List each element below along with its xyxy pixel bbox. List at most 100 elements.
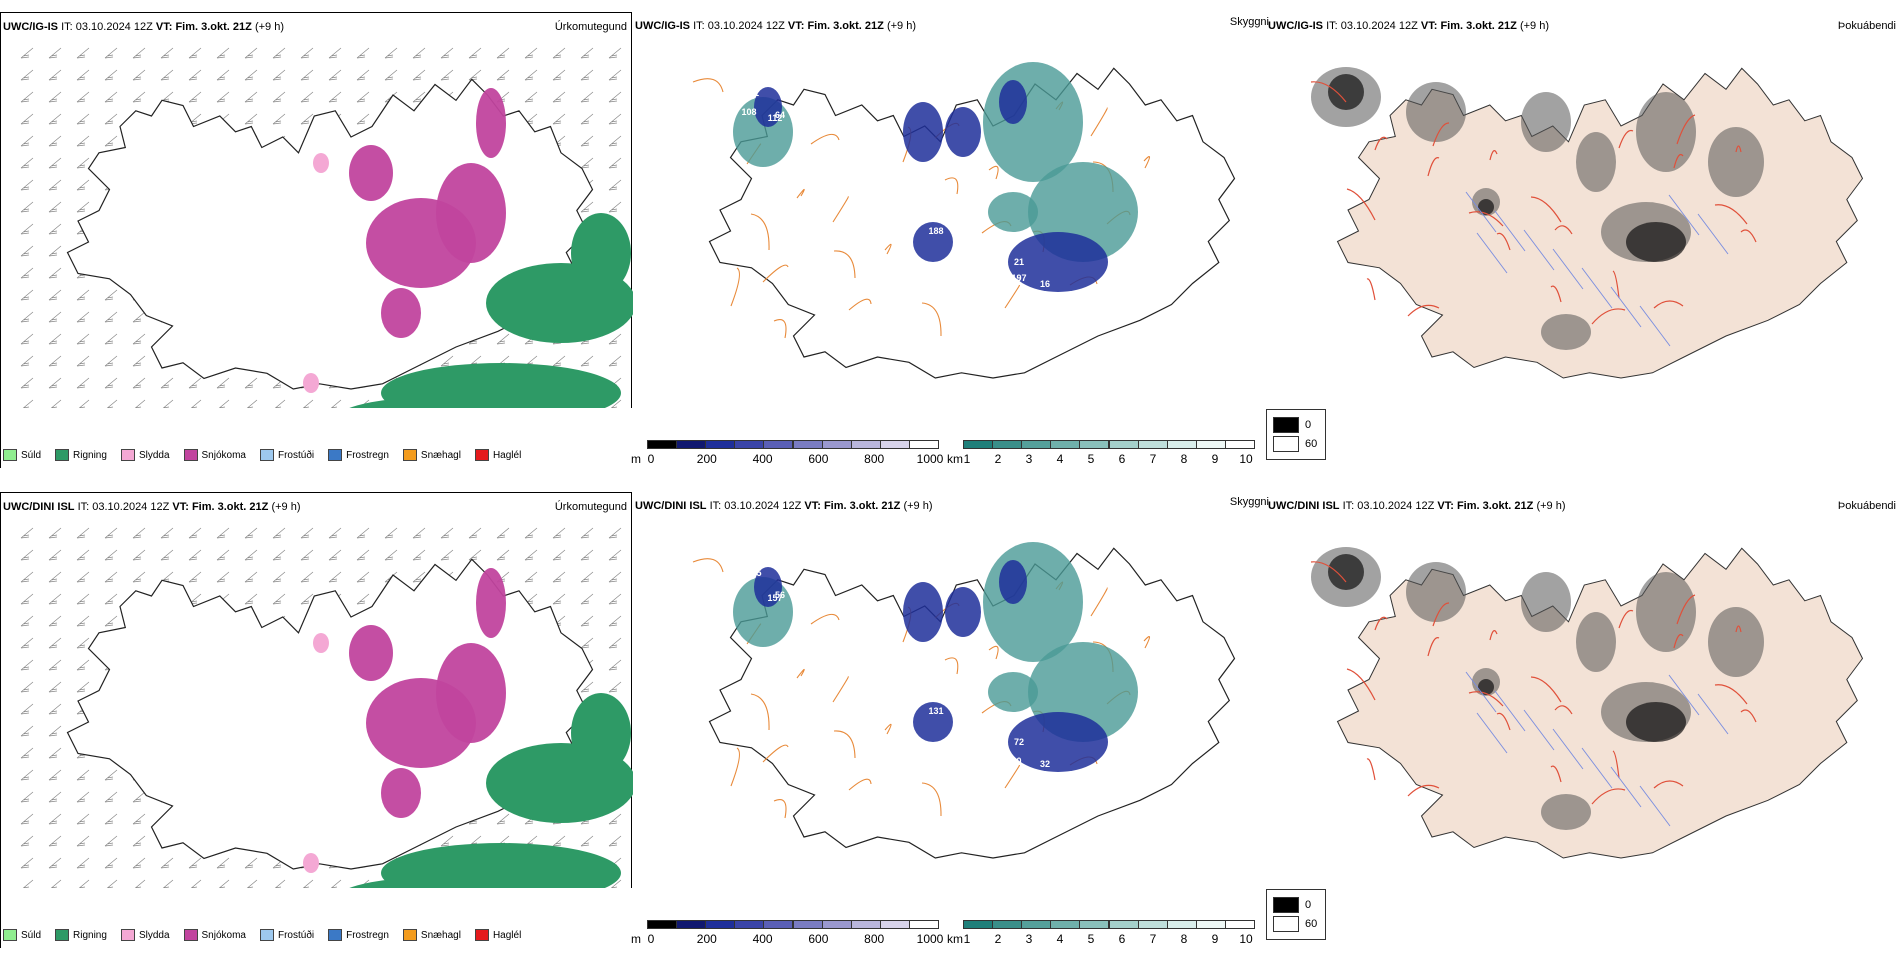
cloud-base-panel: UWC/IG-IS IT: 03.10.2024 12Z VT: Fim. 3.… [631, 12, 1269, 468]
fog-legend-label: 60 [1305, 438, 1318, 450]
cloud-base-value: 133 [1115, 85, 1130, 95]
legend-swatch [183, 929, 198, 941]
cloud-base-value: 185 [746, 568, 761, 578]
legend-swatch [402, 929, 417, 941]
cloud-base-panel: UWC/DINI ISL IT: 03.10.2024 12Z VT: Fim.… [631, 492, 1269, 948]
cloud-base-value: 57 [822, 637, 832, 647]
fog-legend-swatch [1273, 417, 1299, 433]
colorbar-segment [763, 440, 794, 449]
cloud-base-value: 43 [962, 229, 972, 239]
fog-legend-label: 60 [1305, 918, 1318, 930]
cloud-base-value: 73 [936, 207, 946, 217]
cloud-base-value: 123 [907, 665, 922, 675]
cloud-base-value: 100 [1006, 756, 1021, 766]
colorbar-tick-label: 1 [963, 932, 971, 946]
fog-legend-swatch [1273, 897, 1299, 913]
legend-label: Snjókoma [201, 449, 246, 461]
colorbar-segment [821, 440, 852, 449]
legend-item: Slydda [120, 929, 170, 941]
legend-label: Slydda [138, 449, 170, 461]
cloud-base-value: 72 [1014, 737, 1024, 747]
colorbar-segment [850, 920, 881, 929]
legend-item: Súld [3, 929, 41, 941]
colorbar-tick-label: 2 [994, 932, 1002, 946]
cloud-base-value: 86 [936, 687, 946, 697]
legend-swatch [3, 449, 17, 461]
legend-item: Rigning [55, 929, 107, 941]
colorbar-segment [1108, 920, 1139, 929]
panel-name: Skyggni [1229, 496, 1269, 508]
cloud-map: 79 18 03 52 21 61 71 82 94 109 16 154 112 36 73 49 15 81 2… [692, 62, 1236, 379]
cloud-base-value: 101 [798, 132, 813, 142]
colorbar-segment [705, 920, 736, 929]
colorbar-tick-label: 1 [963, 452, 971, 466]
fog-legend-swatch [1273, 436, 1299, 452]
cloud-base-value: 154 [1120, 326, 1135, 336]
legend-item: Frostúði [259, 449, 315, 461]
fog-legend: 0 60 [1266, 889, 1326, 940]
colorbar-segment [1079, 920, 1110, 929]
panel-name: Skyggni [1229, 16, 1269, 28]
cloud-base-value: 32 [1040, 759, 1050, 769]
panel-title: UWC/DINI ISL IT: 03.10.2024 12Z VT: Fim.… [3, 501, 301, 513]
forecast-row-ig-is: UWC/IG-IS IT: 03.10.2024 12Z VT: Fim. 3.… [0, 12, 1900, 482]
legend-label: Snjókoma [201, 929, 246, 941]
legend-label: Haglél [492, 929, 522, 941]
cloud-base-value: 64 [775, 110, 785, 120]
cloud-base-value: 217 [1115, 565, 1130, 575]
precip-type-panel: UWC/DINI ISL IT: 03.10.2024 12Z VT: Fim.… [0, 492, 633, 949]
colorbar-tick-label: 600 [808, 932, 829, 946]
colorbar-segment [792, 920, 823, 929]
colorbar-segment [734, 920, 765, 929]
cloud-base-value: 123 [845, 179, 860, 189]
colorbar-tick-label: 6 [1118, 452, 1126, 466]
colorbar-segment [850, 440, 881, 449]
panel-title: UWC/IG-IS IT: 03.10.2024 12Z VT: Fim. 3.… [1268, 20, 1549, 32]
cloud-base-value: 94 [796, 615, 806, 625]
legend-label: Rigning [73, 929, 107, 941]
cloud-base-value: 82 [827, 138, 837, 148]
legend-label: Súld [21, 449, 42, 461]
cloud-base-value: 55 [884, 643, 894, 653]
colorbar-tick-label: 10 [1239, 932, 1253, 946]
cloud-base-value: 108 [741, 107, 756, 117]
cloud-map: 48 56 55 53 72 81 51 80 123 258 32 149 157 41 86 69 165 1… [692, 542, 1236, 859]
precip-type-panel: UWC/IG-IS IT: 03.10.2024 12Z VT: Fim. 3.… [0, 12, 633, 469]
cloud-base-value: 109 [954, 232, 969, 242]
legend-label: Slydda [138, 929, 170, 941]
fog-legend-label: 0 [1305, 419, 1312, 431]
panel-title: UWC/DINI ISL IT: 03.10.2024 12Z VT: Fim.… [635, 500, 933, 512]
cloud-base-value: 25 [827, 154, 837, 164]
cloud-base-value: 157 [767, 593, 782, 603]
panel-title: UWC/IG-IS IT: 03.10.2024 12Z VT: Fim. 3.… [3, 21, 284, 33]
panel-name: Úrkomutegund [554, 21, 627, 33]
legend-swatch [120, 449, 135, 461]
legend-item: Frostregn [328, 449, 389, 461]
cloud-base-value: 25 [796, 135, 806, 145]
cloud-base-value: 159 [1089, 803, 1104, 813]
legend-label: Frostúði [277, 449, 315, 461]
legend-label: Snæhagl [420, 929, 461, 941]
legend-swatch [474, 449, 489, 461]
cloud-base-value: 127 [1006, 276, 1021, 286]
colorbar-segment [676, 440, 707, 449]
ceiling-colorbar: m 0 200 400 600 800 1000 [631, 440, 943, 466]
legend-swatch [55, 929, 70, 941]
legend-label: Frostregn [346, 929, 389, 941]
colorbar-tick-label: 4 [1056, 452, 1064, 466]
cloud-base-value: 14 [905, 204, 915, 214]
legend-label: Snæhagl [420, 449, 461, 461]
panel-name: Úrkomutegund [554, 501, 627, 513]
colorbar-tick-label: 10 [1239, 452, 1253, 466]
colorbar-tick-label: 800 [864, 452, 885, 466]
fog-legend-item: 0 [1273, 897, 1319, 913]
legend-label: Rigning [73, 449, 107, 461]
cloud-base-value: 52 [931, 210, 941, 220]
cloud-base-value: 233 [1032, 778, 1047, 788]
cloud-base-value: 66 [1092, 323, 1102, 333]
legend-swatch [402, 449, 417, 461]
cloud-base-value: 112 [768, 113, 783, 123]
cloud-base-value: 36 [853, 160, 863, 170]
colorbar-segment [1195, 920, 1226, 929]
colorbar-tick-label: 3 [1025, 452, 1033, 466]
